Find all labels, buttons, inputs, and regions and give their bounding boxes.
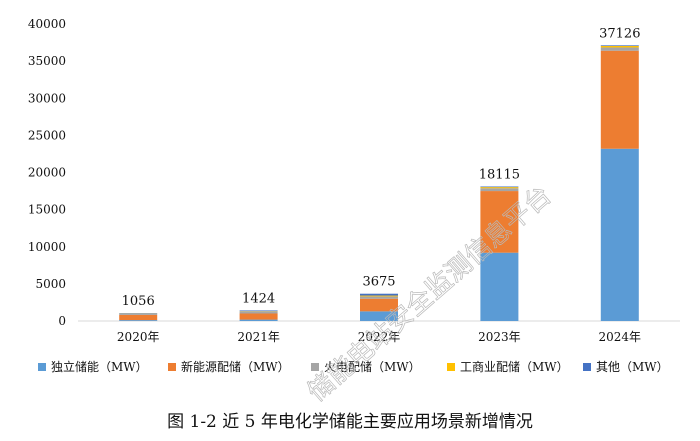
x-tick-label: 2022年 bbox=[358, 330, 401, 344]
legend-label: 火电配储（MW） bbox=[324, 359, 421, 374]
bar-segment bbox=[239, 319, 278, 321]
y-tick-label: 40000 bbox=[28, 17, 66, 31]
legend-item: 独立储能（MW） bbox=[38, 359, 148, 374]
bar-segment bbox=[480, 187, 519, 189]
y-tick-label: 20000 bbox=[28, 166, 66, 180]
bar-segment bbox=[360, 293, 398, 296]
bar-stack bbox=[360, 293, 398, 321]
bar-segment bbox=[480, 188, 519, 192]
legend-label: 工商业配储（MW） bbox=[460, 359, 569, 374]
bar-segment bbox=[119, 314, 158, 321]
figure-caption: 图 1-2 近 5 年电化学储能主要应用场景新增情况 bbox=[167, 412, 533, 432]
bar-segment bbox=[360, 295, 398, 297]
total-label: 1056 bbox=[122, 294, 155, 309]
legend-swatch bbox=[38, 363, 46, 371]
total-label: 37126 bbox=[599, 26, 640, 41]
total-label: 1424 bbox=[242, 291, 275, 306]
legend-swatch bbox=[168, 363, 176, 371]
bar-segment bbox=[480, 186, 519, 188]
bar-segment bbox=[600, 47, 639, 51]
legend-item: 火电配储（MW） bbox=[311, 359, 421, 374]
x-tick-label: 2024年 bbox=[599, 330, 642, 344]
y-tick-label: 35000 bbox=[28, 54, 66, 68]
bar-segment bbox=[600, 45, 639, 47]
y-tick-label: 15000 bbox=[28, 203, 66, 217]
total-label: 3675 bbox=[362, 275, 395, 290]
x-axis: 2020年 2021年 2022年 2023年 2024年 bbox=[78, 320, 680, 344]
y-axis: 0 5000 10000 15000 20000 25000 30000 35000 40000 bbox=[28, 17, 66, 328]
total-label: 18115 bbox=[479, 167, 520, 182]
bar-stack bbox=[600, 45, 639, 321]
bar-stacks bbox=[119, 45, 639, 321]
legend-label: 独立储能（MW） bbox=[51, 359, 148, 374]
bar-segment bbox=[480, 252, 519, 321]
x-tick-label: 2021年 bbox=[237, 330, 280, 344]
bar-segment bbox=[600, 148, 639, 321]
y-tick-label: 25000 bbox=[28, 128, 66, 142]
total-labels: 1056 1424 3675 18115 37126 bbox=[122, 26, 641, 309]
legend-swatch bbox=[447, 363, 455, 371]
legend: 独立储能（MW） 新能源配储（MW） 火电配储（MW） 工商业配储（MW） 其他（MW） bbox=[38, 359, 669, 374]
bar-segment bbox=[239, 311, 278, 314]
bar-segment bbox=[239, 313, 278, 320]
legend-label: 新能源配储（MW） bbox=[181, 359, 290, 374]
bar-segment bbox=[360, 296, 398, 299]
legend-item: 工商业配储（MW） bbox=[447, 359, 569, 374]
y-tick-label: 0 bbox=[58, 314, 66, 328]
x-tick-label: 2023年 bbox=[478, 330, 521, 344]
y-tick-label: 30000 bbox=[28, 91, 66, 105]
legend-item: 新能源配储（MW） bbox=[168, 359, 290, 374]
bar-segment bbox=[360, 298, 398, 312]
legend-swatch bbox=[311, 363, 319, 371]
y-tick-label: 5000 bbox=[35, 277, 66, 291]
bar-segment bbox=[119, 313, 158, 315]
legend-label: 其他（MW） bbox=[596, 360, 669, 374]
bar-segment bbox=[360, 311, 398, 321]
bar-segment bbox=[600, 50, 639, 149]
bar-segment bbox=[119, 320, 158, 321]
legend-swatch bbox=[583, 363, 591, 371]
bar-segment bbox=[480, 191, 519, 253]
bar-stack bbox=[480, 186, 519, 321]
bar-segment bbox=[600, 46, 639, 48]
x-tick-label: 2020年 bbox=[117, 330, 160, 344]
legend-item: 其他（MW） bbox=[583, 360, 669, 374]
bar-stack bbox=[239, 310, 278, 321]
bar-stack bbox=[119, 313, 158, 321]
bar-segment bbox=[239, 310, 278, 312]
y-tick-label: 10000 bbox=[28, 240, 66, 254]
